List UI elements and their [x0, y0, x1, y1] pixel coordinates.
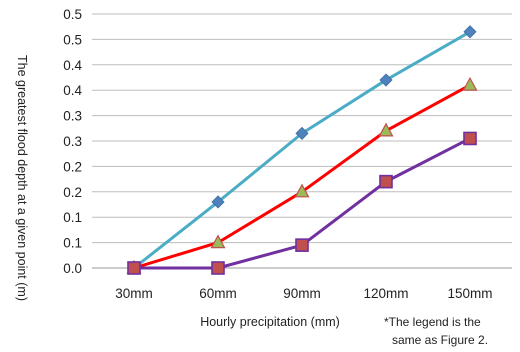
- series-group: [126, 25, 478, 275]
- data-point: [294, 183, 310, 198]
- y-tick-label: 0.2: [63, 185, 82, 200]
- x-axis-title: Hourly precipitation (mm): [200, 315, 340, 329]
- y-axis-title: The greatest flood depth at a given poin…: [15, 55, 29, 301]
- y-tick-label: 0.0: [63, 261, 82, 276]
- y-tick-label: 0.1: [63, 236, 82, 251]
- data-point: [462, 76, 478, 91]
- note-line-1: *The legend is the: [384, 315, 481, 329]
- data-point: [379, 73, 393, 87]
- data-point: [210, 234, 226, 249]
- y-tick-label: 0.2: [63, 159, 82, 174]
- y-axis-ticks: 0.0 0.1 0.1 0.2 0.2 0.3 0.3 0.4 0.4 0.5 0.5: [63, 7, 82, 276]
- data-point: [378, 122, 394, 137]
- y-tick-label: 0.4: [63, 58, 82, 73]
- data-point: [127, 261, 141, 275]
- data-point: [463, 131, 477, 146]
- data-point: [295, 238, 309, 252]
- x-tick-label: 60mm: [199, 286, 237, 301]
- y-tick-label: 0.5: [63, 32, 82, 47]
- data-point: [295, 126, 309, 140]
- x-tick-label: 150mm: [447, 286, 492, 301]
- data-point: [211, 195, 225, 209]
- series-diamond: [127, 25, 477, 275]
- note-line-2: same as Figure 2.: [392, 333, 488, 347]
- data-point: [379, 174, 393, 189]
- y-tick-label: 0.3: [63, 109, 82, 124]
- y-tick-label: 0.4: [63, 83, 82, 98]
- y-tick-label: 0.1: [63, 210, 82, 225]
- data-point: [211, 261, 225, 275]
- series-line: [133, 30, 471, 270]
- x-tick-label: 30mm: [115, 286, 153, 301]
- x-tick-label: 90mm: [283, 286, 321, 301]
- x-axis-ticks: 30mm 60mm 90mm 120mm 150mm: [115, 286, 492, 301]
- y-tick-label: 0.5: [63, 7, 82, 22]
- gridlines: [92, 13, 512, 269]
- data-point: [463, 25, 477, 39]
- series-square: [127, 131, 477, 275]
- y-tick-label: 0.3: [63, 134, 82, 149]
- x-tick-label: 120mm: [363, 286, 408, 301]
